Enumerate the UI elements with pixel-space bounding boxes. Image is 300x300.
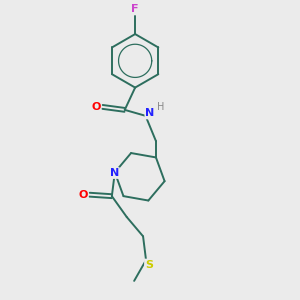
Text: O: O xyxy=(91,102,101,112)
Text: N: N xyxy=(110,168,119,178)
Text: H: H xyxy=(157,102,165,112)
Text: F: F xyxy=(131,4,139,14)
Text: S: S xyxy=(145,260,153,269)
Text: N: N xyxy=(146,108,154,118)
Text: O: O xyxy=(78,190,88,200)
